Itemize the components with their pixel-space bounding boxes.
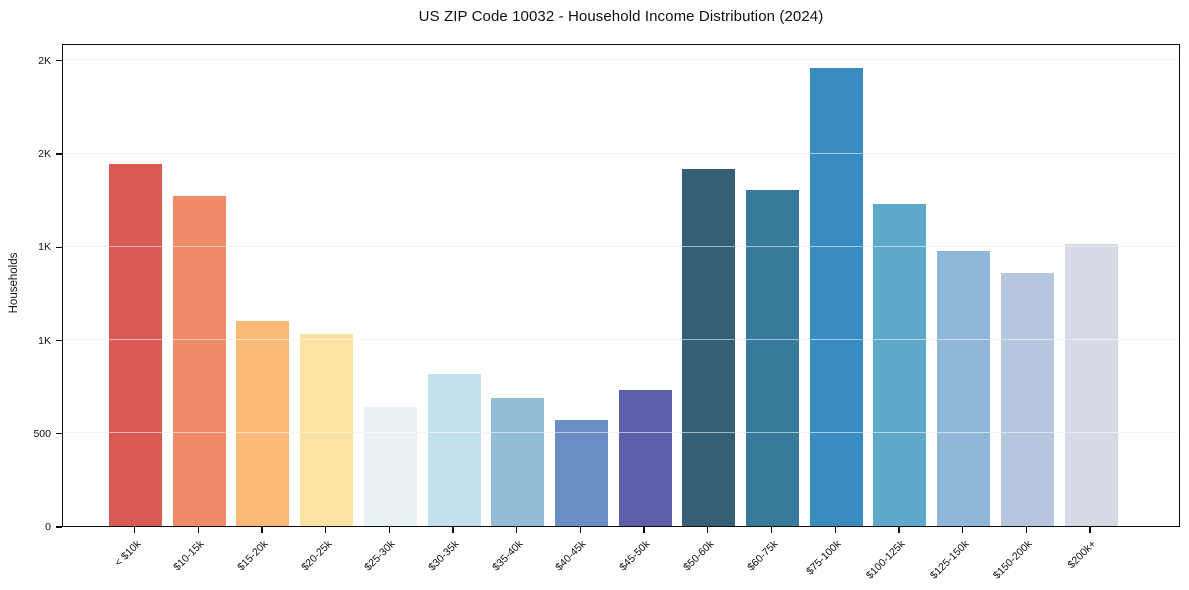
x-tick-mark (707, 527, 709, 533)
bar (363, 407, 417, 526)
bar (1000, 273, 1054, 526)
plot-area (62, 44, 1180, 527)
bar (1064, 243, 1118, 526)
overgrid-layer (63, 45, 1179, 526)
x-tick-mark (197, 527, 199, 533)
bar (618, 389, 672, 526)
y-tick-mark (56, 433, 62, 435)
bar (109, 163, 162, 526)
y-tick-mark (56, 153, 62, 155)
bar (873, 203, 927, 526)
x-tick-mark (133, 527, 136, 533)
gridline-overlay (63, 59, 1179, 61)
gridline-overlay (63, 339, 1179, 341)
bar (809, 68, 863, 526)
x-tick-mark (834, 527, 836, 533)
x-tick-mark (388, 527, 390, 533)
x-tick-mark (261, 527, 263, 533)
x-axis: < $10k $10-15k $15-20k $20-25k $25-30k $30-35… (62, 527, 1180, 590)
y-tick-label: 2K (38, 148, 51, 161)
bars-layer (63, 45, 1179, 526)
x-tick-mark (770, 527, 773, 533)
bar (236, 320, 290, 526)
y-axis: 0 500 1K 1K 2K 2K (0, 44, 62, 533)
bar (300, 333, 354, 526)
bar (937, 251, 991, 526)
x-tick-mark (452, 527, 454, 533)
y-tick-label: 1K (38, 334, 51, 347)
x-tick-mark (1089, 527, 1091, 533)
gridline-overlay (63, 432, 1179, 434)
y-tick-mark (56, 60, 62, 62)
y-tick-mark (56, 246, 62, 248)
x-tick-label: < $10k (111, 538, 143, 569)
y-tick-label: 1K (38, 241, 51, 254)
bar (427, 373, 481, 526)
bar (554, 420, 608, 526)
x-tick-mark (579, 527, 582, 533)
bar (172, 196, 226, 526)
x-tick-mark (643, 527, 645, 533)
gridline-overlay (63, 152, 1179, 154)
chart-title: US ZIP Code 10032 - Household Income Dis… (418, 8, 824, 25)
x-tick-mark (324, 527, 327, 533)
y-tick-label: 0 (45, 521, 51, 533)
x-tick-mark (898, 527, 900, 533)
bar (682, 169, 736, 526)
y-tick-label: 500 (33, 427, 51, 440)
x-tick-mark (961, 527, 964, 533)
gridline-overlay (63, 245, 1179, 247)
bar (491, 397, 545, 526)
y-tick-label: 2K (38, 54, 51, 67)
y-tick-mark (56, 526, 62, 528)
x-tick-mark (1025, 527, 1027, 533)
x-tick-mark (516, 527, 518, 533)
y-tick-mark (56, 339, 62, 342)
